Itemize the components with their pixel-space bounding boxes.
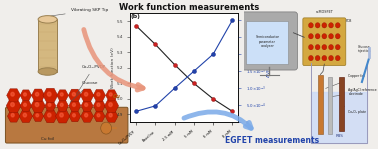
Ellipse shape bbox=[38, 16, 57, 23]
Circle shape bbox=[48, 113, 51, 117]
Circle shape bbox=[85, 103, 88, 106]
Circle shape bbox=[84, 92, 88, 96]
Ellipse shape bbox=[38, 68, 57, 75]
Point bbox=[172, 87, 178, 89]
Text: Glucose: Glucose bbox=[70, 82, 98, 102]
Text: Semiconductor
parameter
analyser: Semiconductor parameter analyser bbox=[256, 35, 279, 48]
Text: Copper foil: Copper foil bbox=[325, 74, 366, 88]
Circle shape bbox=[322, 34, 327, 39]
Bar bbox=[328, 77, 332, 134]
Point bbox=[229, 19, 235, 21]
Text: Ag/AgCl reference
electrode: Ag/AgCl reference electrode bbox=[332, 88, 377, 96]
Point bbox=[191, 70, 197, 72]
Bar bbox=[339, 77, 344, 131]
Point bbox=[133, 25, 139, 27]
Circle shape bbox=[109, 103, 112, 107]
Circle shape bbox=[308, 45, 313, 50]
Circle shape bbox=[11, 92, 14, 96]
Circle shape bbox=[308, 34, 313, 39]
Circle shape bbox=[315, 34, 320, 39]
Circle shape bbox=[60, 93, 63, 96]
Circle shape bbox=[11, 114, 14, 117]
Text: Vibrating SKP Tip: Vibrating SKP Tip bbox=[50, 8, 108, 16]
Circle shape bbox=[335, 23, 340, 28]
Circle shape bbox=[11, 103, 14, 107]
Circle shape bbox=[322, 55, 327, 61]
Circle shape bbox=[308, 23, 313, 28]
Circle shape bbox=[101, 122, 112, 134]
Circle shape bbox=[23, 103, 26, 106]
Circle shape bbox=[97, 103, 100, 106]
Y-axis label: Work function (eV): Work function (eV) bbox=[111, 47, 115, 88]
Point bbox=[133, 110, 139, 112]
Circle shape bbox=[109, 93, 112, 96]
Bar bbox=[38, 19, 57, 72]
Text: Work function measurements: Work function measurements bbox=[119, 3, 259, 12]
Circle shape bbox=[335, 55, 340, 61]
FancyBboxPatch shape bbox=[303, 18, 346, 66]
Circle shape bbox=[328, 45, 333, 50]
Circle shape bbox=[85, 113, 88, 117]
Circle shape bbox=[328, 34, 333, 39]
Point bbox=[210, 98, 216, 100]
Point bbox=[191, 82, 197, 84]
Point bbox=[152, 105, 158, 107]
Circle shape bbox=[109, 113, 112, 117]
Text: Co₃O₄ plate: Co₃O₄ plate bbox=[342, 105, 367, 114]
Circle shape bbox=[23, 93, 26, 96]
Circle shape bbox=[60, 103, 63, 106]
Circle shape bbox=[73, 114, 76, 117]
Circle shape bbox=[23, 113, 26, 117]
Text: Cu: Cu bbox=[113, 94, 121, 99]
Circle shape bbox=[47, 92, 51, 96]
Circle shape bbox=[315, 45, 320, 50]
Circle shape bbox=[36, 114, 39, 117]
Point bbox=[229, 110, 235, 112]
Circle shape bbox=[328, 55, 333, 61]
FancyBboxPatch shape bbox=[5, 107, 128, 143]
Circle shape bbox=[97, 114, 100, 117]
Circle shape bbox=[36, 92, 39, 96]
Circle shape bbox=[328, 23, 333, 28]
Circle shape bbox=[322, 23, 327, 28]
FancyArrowPatch shape bbox=[84, 30, 143, 90]
Text: Glucose
injection: Glucose injection bbox=[358, 45, 371, 53]
Circle shape bbox=[48, 103, 51, 106]
Text: EGFET measurements: EGFET measurements bbox=[225, 136, 319, 145]
Text: Cu foil: Cu foil bbox=[41, 137, 54, 141]
Circle shape bbox=[72, 93, 76, 96]
Text: PBS: PBS bbox=[335, 134, 343, 138]
Circle shape bbox=[335, 34, 340, 39]
FancyBboxPatch shape bbox=[246, 21, 288, 64]
Point bbox=[172, 63, 178, 66]
Point bbox=[210, 53, 216, 55]
Circle shape bbox=[322, 45, 327, 50]
Circle shape bbox=[315, 55, 320, 61]
Text: PCB: PCB bbox=[345, 19, 352, 23]
Bar bbox=[318, 74, 323, 134]
Circle shape bbox=[97, 93, 100, 96]
Point bbox=[152, 43, 158, 46]
Circle shape bbox=[315, 23, 320, 28]
Circle shape bbox=[35, 103, 39, 107]
Text: (b): (b) bbox=[131, 14, 141, 19]
FancyBboxPatch shape bbox=[241, 12, 297, 70]
Circle shape bbox=[335, 45, 340, 50]
Text: n-MOSFET: n-MOSFET bbox=[315, 10, 333, 14]
Circle shape bbox=[73, 103, 76, 106]
Y-axis label: ΔVFb (V): ΔVFb (V) bbox=[267, 58, 271, 77]
Text: Co₃O₄-PVDF: Co₃O₄-PVDF bbox=[76, 65, 106, 94]
FancyArrowPatch shape bbox=[184, 112, 251, 128]
Circle shape bbox=[308, 55, 313, 61]
Circle shape bbox=[60, 113, 63, 117]
